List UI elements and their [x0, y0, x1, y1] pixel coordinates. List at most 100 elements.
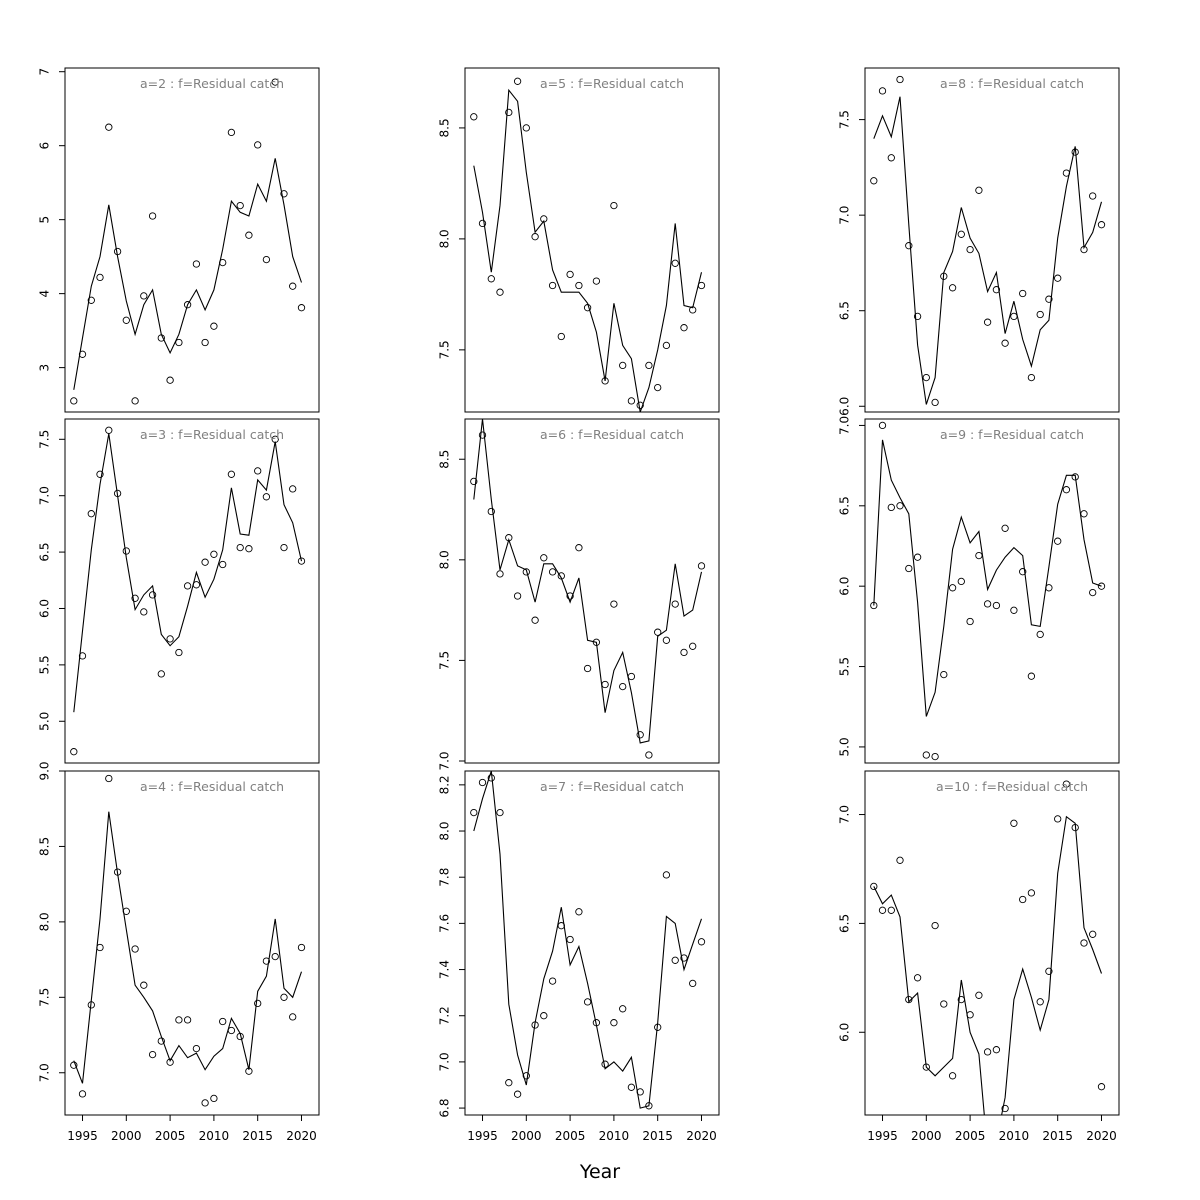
observed-point — [470, 808, 478, 817]
observed-point — [922, 751, 930, 759]
y-tick-label: 7.0 — [838, 805, 852, 824]
observed-point — [671, 956, 679, 964]
y-tick-label: 7.5 — [38, 430, 52, 449]
observed-point — [671, 259, 679, 267]
observed-point — [601, 1060, 609, 1068]
observed-point — [1036, 998, 1044, 1006]
observed-point — [540, 215, 548, 223]
observed-point — [496, 570, 504, 578]
panel-title: a=9 : f=Residual catch — [940, 427, 1084, 442]
observed-point — [566, 592, 574, 600]
observed-point — [297, 557, 306, 565]
y-tick-label: 7.0 — [438, 751, 452, 770]
observed-point — [148, 212, 157, 220]
y-tick-label: 7.8 — [438, 868, 452, 887]
observed-point — [175, 648, 183, 657]
y-tick-label: 7.0 — [838, 206, 852, 225]
observed-point — [262, 493, 271, 501]
observed-point — [966, 1011, 974, 1019]
panel-title: a=6 : f=Residual catch — [540, 427, 684, 442]
y-tick-label: 3 — [38, 364, 52, 372]
observed-point — [236, 1032, 244, 1041]
observed-point — [592, 638, 601, 646]
panel-title: a=8 : f=Residual catch — [940, 76, 1084, 91]
panel-title: a=3 : f=Residual catch — [140, 427, 284, 442]
observed-point — [131, 945, 139, 953]
observed-point — [245, 231, 253, 239]
y-tick-label: 8.0 — [438, 550, 452, 569]
observed-point — [662, 871, 671, 879]
panel-2: a=5 : f=Residual catch 7.5 8.0 8.5 — [438, 67, 720, 413]
observed-point — [289, 485, 297, 493]
observed-point — [1027, 373, 1036, 382]
observed-point — [245, 1067, 253, 1075]
observed-point — [975, 551, 983, 560]
panel-title: a=5 : f=Residual catch — [540, 76, 684, 91]
observed-point — [122, 316, 130, 324]
observed-point — [1001, 339, 1009, 347]
observed-point — [575, 544, 583, 552]
observed-point — [478, 778, 487, 787]
observed-point — [183, 1016, 192, 1024]
y-tick-label: 6.0 — [38, 599, 52, 618]
panel-1: a=2 : f=Residual catch 3 4 5 6 7 — [38, 67, 320, 413]
panel-frame — [64, 67, 320, 413]
x-tick-label: 2010 — [999, 1129, 1030, 1143]
x-tick-label: 2020 — [1086, 1129, 1117, 1143]
observed-point — [654, 383, 662, 392]
observed-point — [1010, 819, 1018, 827]
observed-point — [922, 1063, 930, 1071]
x-tick-label: 2000 — [511, 1129, 542, 1143]
observed-point — [522, 1072, 530, 1080]
observed-point — [992, 1046, 1001, 1054]
observed-point — [1097, 582, 1106, 590]
observed-point — [940, 272, 948, 280]
y-tick-label: 8.0 — [38, 912, 52, 931]
observed-point — [583, 304, 592, 312]
observed-point — [131, 594, 139, 602]
observed-point — [940, 1000, 948, 1008]
observed-point — [1001, 1104, 1009, 1113]
observed-point — [870, 882, 878, 891]
observed-point — [70, 397, 78, 405]
observed-point — [105, 426, 113, 434]
observed-point — [887, 906, 895, 914]
y-tick-label: 7.2 — [438, 1006, 452, 1025]
x-tick-label: 2015 — [1042, 1129, 1073, 1143]
observed-point — [262, 957, 271, 965]
observed-point — [680, 324, 688, 332]
y-tick-label: 7 — [38, 68, 52, 76]
observed-point — [113, 489, 122, 498]
panel-3: a=8 : f=Residual catch 6.0 6.5 7.0 7.5 — [838, 67, 1120, 416]
observed-point — [297, 304, 306, 312]
observed-point — [636, 1088, 644, 1096]
observed-point — [654, 628, 662, 636]
observed-point — [601, 680, 609, 689]
y-tick-label: 7.5 — [38, 988, 52, 1007]
x-tick-label: 2015 — [642, 1129, 673, 1143]
observed-point — [671, 600, 679, 608]
y-tick-label: 6 — [38, 142, 52, 150]
observed-point — [70, 1061, 78, 1069]
observed-point — [975, 186, 983, 194]
observed-point — [1036, 310, 1044, 319]
observed-point — [1019, 568, 1027, 576]
observed-point — [540, 554, 548, 562]
x-tick-label: 1995 — [867, 1129, 898, 1143]
observed-point — [254, 141, 262, 149]
observed-point — [531, 616, 539, 624]
observed-point — [113, 247, 122, 256]
panel-title: a=2 : f=Residual catch — [140, 76, 284, 91]
observed-point — [1080, 245, 1088, 254]
observed-point — [201, 338, 209, 347]
y-tick-label: 6.8 — [438, 1099, 452, 1118]
observed-point — [1001, 524, 1009, 532]
observed-point — [131, 397, 139, 405]
observed-point — [1054, 274, 1062, 282]
y-tick-label: 4 — [38, 290, 52, 298]
observed-point — [1071, 473, 1079, 481]
observed-point — [166, 1058, 174, 1066]
observed-point — [1027, 889, 1036, 897]
observed-point — [1036, 630, 1044, 639]
observed-point — [654, 1023, 662, 1031]
